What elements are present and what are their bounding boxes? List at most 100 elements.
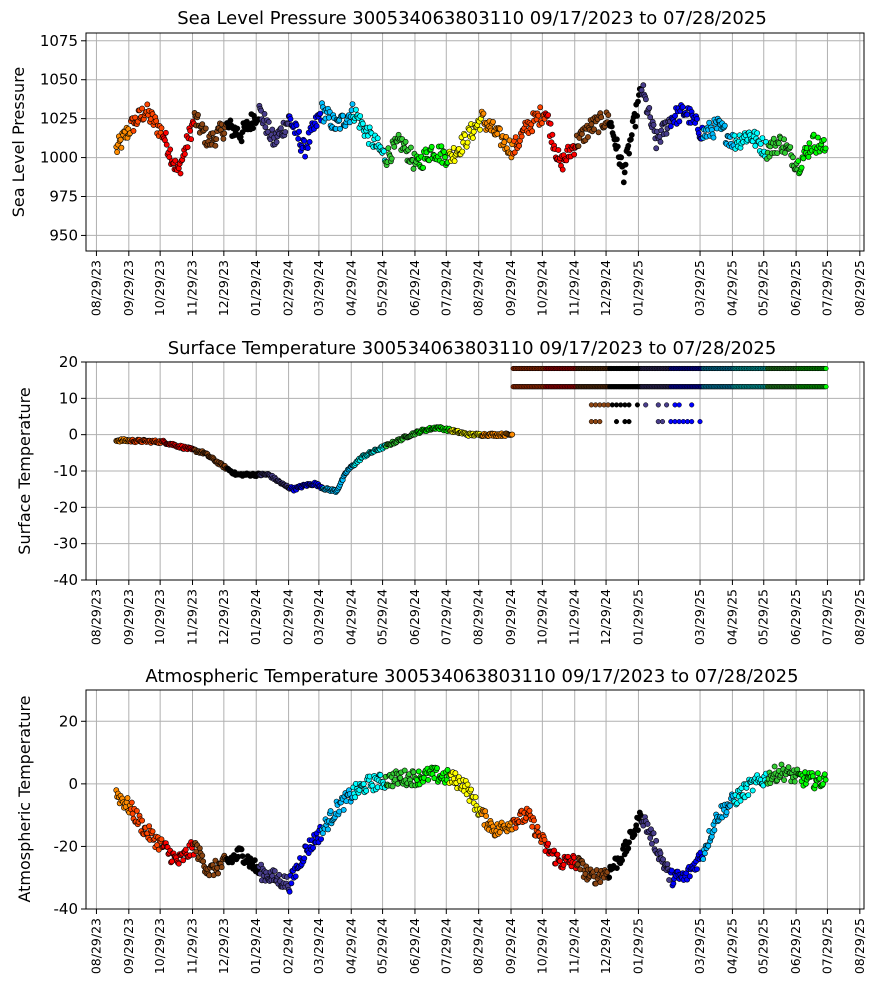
atmospheric-temperature-point	[271, 868, 278, 874]
sea-level-pressure-point	[640, 82, 647, 89]
atmospheric-temperature-point	[251, 857, 258, 864]
sea-level-pressure-point	[469, 135, 476, 141]
sea-level-pressure-point	[591, 126, 597, 133]
sea-level-pressure-point	[451, 158, 458, 164]
sea-level-pressure-xtick-label: 11/29/24	[567, 260, 582, 316]
atmospheric-temperature-ylabel: Atmospheric Temperature	[15, 695, 34, 902]
sea-level-pressure-xtick-label: 03/29/24	[311, 260, 326, 316]
sea-level-pressure-xtick-label: 01/29/24	[248, 260, 263, 316]
sea-level-pressure-point	[464, 139, 471, 146]
sea-level-pressure-point	[635, 98, 641, 105]
atmospheric-temperature-xtick-label: 07/29/25	[819, 918, 834, 974]
sea-level-pressure-point	[731, 132, 738, 139]
sea-level-pressure-point	[349, 101, 356, 107]
atmospheric-temperature-point	[218, 864, 225, 871]
sea-level-pressure-xtick-label: 05/29/25	[756, 260, 771, 316]
surface-temperature-xtick-label: 08/29/23	[88, 589, 103, 645]
surface-temperature-ytick-label: -10	[54, 462, 79, 480]
surface-temperature-xtick-label: 11/29/24	[567, 589, 582, 645]
atmospheric-temperature-point	[496, 829, 503, 836]
atmospheric-temperature-point	[526, 807, 533, 814]
sea-level-pressure-point	[130, 127, 137, 134]
sea-level-pressure-point	[442, 154, 448, 161]
sea-level-pressure-xtick-label: 03/29/25	[692, 260, 707, 316]
sea-level-pressure-point	[679, 104, 686, 110]
sea-level-pressure-point	[571, 151, 578, 158]
atmospheric-temperature-point	[711, 827, 718, 833]
atmospheric-temperature-point	[158, 836, 165, 843]
sea-level-pressure-xtick-label: 04/29/24	[343, 260, 358, 316]
sea-level-pressure-point	[177, 170, 184, 177]
surface-temperature-xtick-label: 06/29/25	[788, 589, 803, 645]
atmospheric-temperature-panel: -40 -20 0 20 08/29/23 09/29/23 10/29/23 11/29/2…	[15, 666, 867, 974]
sea-level-pressure-point	[212, 142, 219, 149]
sea-level-pressure-point	[287, 116, 294, 122]
surface-temperature-xtick-label: 03/29/25	[692, 589, 707, 645]
sea-level-pressure-grid	[86, 33, 864, 251]
atmospheric-temperature-point	[200, 858, 207, 865]
atmospheric-temperature-xtick-label: 04/29/24	[343, 918, 358, 974]
sea-level-pressure-point	[494, 130, 501, 137]
atmospheric-temperature-point	[288, 880, 295, 887]
sea-level-pressure-xtick-label: 09/29/23	[121, 260, 136, 316]
surface-temperature-ylabel: Surface Temperature	[15, 387, 34, 554]
surface-temperature-point	[689, 402, 695, 408]
sea-level-pressure-point	[710, 134, 717, 141]
surface-temperature-xtick-label: 09/29/24	[503, 589, 518, 645]
sea-level-pressure-point	[821, 136, 827, 143]
atmospheric-temperature-point	[705, 842, 712, 849]
atmospheric-temperature-point	[483, 813, 489, 819]
sea-level-pressure-xtick-label: 07/29/24	[438, 260, 453, 316]
atmospheric-temperature-point	[650, 830, 657, 837]
atmospheric-temperature-xtick-label: 01/29/25	[630, 918, 645, 974]
atmospheric-temperature-point	[301, 855, 308, 862]
sea-level-pressure-point	[359, 120, 366, 127]
surface-temperature-ytick-label: -30	[54, 535, 79, 553]
sea-level-pressure-point	[795, 158, 802, 164]
atmospheric-temperature-point	[360, 781, 367, 787]
atmospheric-temperature-point	[557, 858, 563, 864]
sea-level-pressure-point	[545, 112, 551, 118]
surface-temperature-point	[680, 419, 686, 425]
surface-temperature-xtick-label: 02/29/24	[281, 589, 296, 645]
sea-level-pressure-point	[579, 131, 585, 137]
sea-level-pressure-point	[559, 166, 566, 173]
surface-temperature-xtick-label: 08/29/25	[852, 589, 867, 645]
atmospheric-temperature-point	[702, 850, 708, 857]
surface-temperature-panel: -40 -30 -20 -10 0 10 20 08/29/23 09/29/23 10/29/2…	[15, 338, 867, 645]
sea-level-pressure-point	[806, 140, 813, 146]
sea-level-pressure-xtick-label: 08/29/23	[88, 260, 103, 316]
sea-level-pressure-point	[752, 142, 759, 149]
sea-level-pressure-point	[262, 124, 269, 131]
atmospheric-temperature-xtick-label: 09/29/24	[503, 918, 518, 974]
sea-level-pressure-point	[213, 136, 220, 142]
atmospheric-temperature-point	[238, 846, 245, 853]
sea-level-pressure-point	[139, 105, 145, 112]
sea-level-pressure-point	[754, 130, 760, 136]
sea-level-pressure-point	[366, 124, 373, 131]
sea-level-pressure-point	[643, 96, 649, 103]
atmospheric-temperature-ytick-label: -20	[54, 837, 79, 855]
atmospheric-temperature-point	[340, 807, 347, 813]
surface-temperature-point	[634, 402, 640, 408]
surface-temperature-point	[668, 419, 674, 425]
sea-level-pressure-point	[608, 123, 615, 130]
atmospheric-temperature-xtick-label: 03/29/24	[311, 918, 326, 974]
sea-level-pressure-xtick-label: 01/29/25	[630, 260, 645, 316]
sea-level-pressure-point	[549, 131, 556, 138]
surface-temperature-xtick-label: 10/29/24	[534, 589, 549, 645]
atmospheric-temperature-point	[363, 787, 370, 794]
surface-temperature-point	[689, 419, 695, 425]
sea-level-pressure-point	[402, 138, 409, 145]
sea-level-pressure-point	[470, 128, 477, 135]
surface-temperature-xtick-label: 12/29/23	[216, 589, 231, 645]
surface-temperature-title: Surface Temperature 300534063803110 09/1…	[168, 338, 777, 359]
sea-level-pressure-point	[822, 145, 829, 152]
surface-temperature-xtick-label: 05/29/25	[756, 589, 771, 645]
atmospheric-temperature-point	[614, 865, 620, 871]
atmospheric-temperature-point	[180, 857, 187, 864]
surface-temperature-xtick-label: 04/29/24	[343, 589, 358, 645]
sea-level-pressure-point	[114, 149, 120, 155]
surface-temperature-point	[593, 419, 599, 425]
